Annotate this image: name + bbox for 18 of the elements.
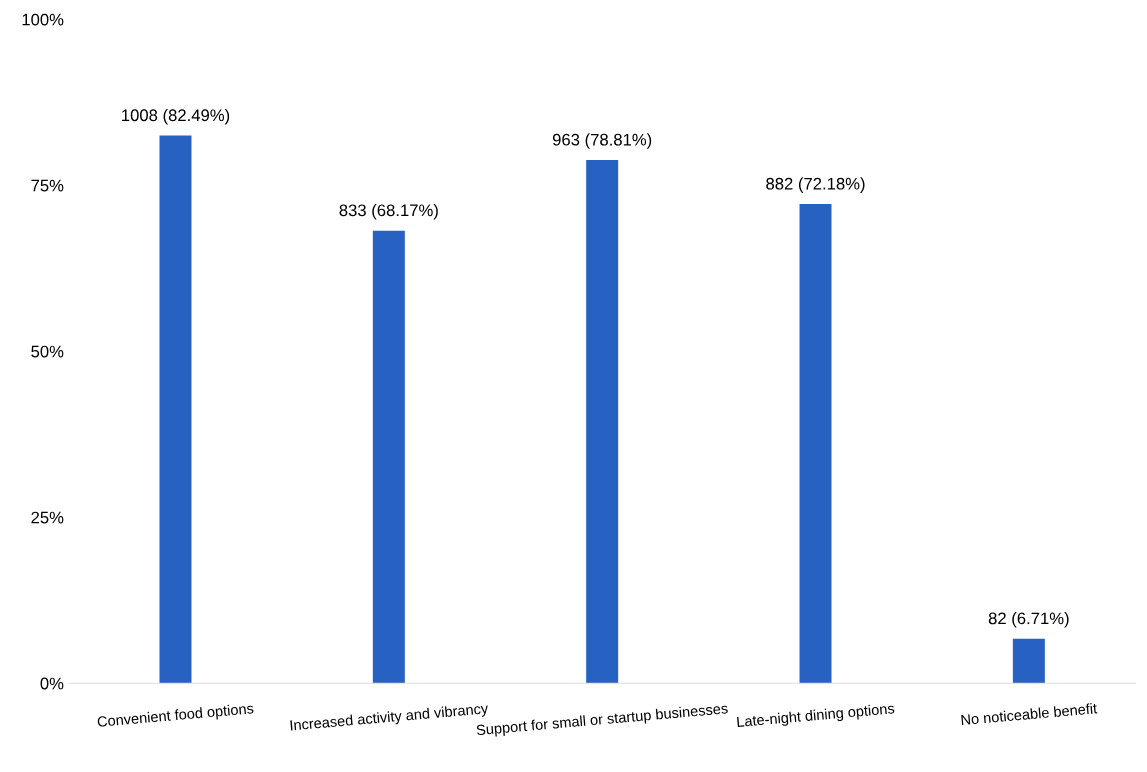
bar <box>586 159 619 684</box>
bar <box>799 204 832 684</box>
y-tick-label: 0% <box>40 677 64 690</box>
x-tick-label: Convenient food options <box>97 702 254 730</box>
x-tick-label: Late-night dining options <box>736 702 895 730</box>
x-tick-label: No noticeable benefit <box>961 702 1098 726</box>
data-label: 882 (72.18%) <box>766 177 865 193</box>
y-tick-label: 75% <box>31 179 64 192</box>
bar <box>159 135 192 684</box>
data-label: 833 (68.17%) <box>339 203 438 220</box>
bar <box>372 230 405 684</box>
data-label: 1008 (82.49%) <box>122 108 230 125</box>
y-tick-label: 100% <box>22 13 64 26</box>
y-tick-label: 50% <box>31 345 64 358</box>
bar <box>1012 638 1045 684</box>
data-label: 963 (78.81%) <box>552 133 652 149</box>
y-tick-label: 25% <box>31 511 64 524</box>
data-label: 82 (6.71%) <box>988 612 1069 628</box>
